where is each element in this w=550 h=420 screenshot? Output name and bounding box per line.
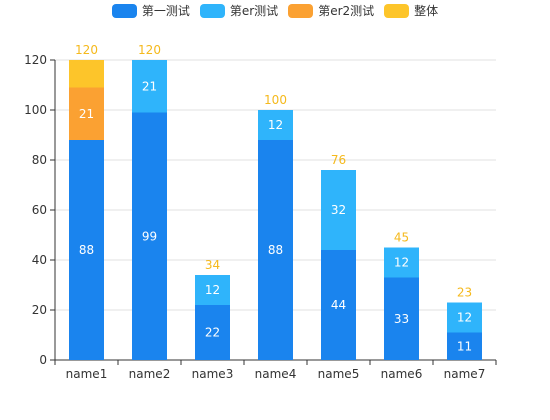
x-tick-label-name4: name4 (255, 367, 297, 381)
legend-swatch-series-4 (384, 4, 410, 18)
y-tick-label-100: 100 (24, 103, 47, 117)
y-tick-label-60: 60 (32, 203, 47, 217)
bar-label-name7-series-2: 12 (457, 311, 472, 325)
total-label-name2: 120 (138, 43, 161, 57)
total-label-name7: 23 (457, 286, 472, 300)
bar-name1-series-3[interactable] (69, 87, 104, 141)
legend-label-series-4: 整体 (414, 4, 439, 18)
bar-name4-series-2[interactable] (258, 110, 293, 140)
x-tick-label-name6: name6 (381, 367, 423, 381)
legend-swatch-series-2 (199, 4, 225, 18)
total-label-name6: 45 (394, 231, 409, 245)
legend-item-series-2[interactable]: 第er测试 (199, 4, 279, 18)
legend-label-series-1: 第一测试 (141, 4, 190, 18)
y-tick-label-120: 120 (24, 53, 47, 67)
bar-name1-series-4[interactable] (69, 60, 104, 88)
bar-label-name5-series-2: 32 (331, 203, 346, 217)
bar-label-name3-series-2: 12 (205, 283, 220, 297)
total-label-name3: 34 (205, 258, 220, 272)
legend-item-series-4[interactable]: 整体 (384, 4, 438, 18)
bar-name2-series-1[interactable] (132, 112, 167, 361)
bar-name5-series-1[interactable] (321, 250, 356, 360)
legend: 第一测试 第er测试 第er2测试 整体 (0, 4, 550, 18)
bar-name7-series-1[interactable] (447, 332, 482, 361)
legend-item-series-3[interactable]: 第er2测试 (288, 4, 374, 18)
y-tick-label-0: 0 (39, 353, 47, 367)
y-tick-label-40: 40 (32, 253, 47, 267)
legend-swatch-series-3 (288, 4, 314, 18)
bar-name4-series-1[interactable] (258, 140, 293, 360)
bar-label-name6-series-2: 12 (394, 256, 409, 270)
bar-label-name1-series-3: 21 (79, 107, 94, 121)
bar-name7-series-2[interactable] (447, 302, 482, 333)
bar-label-name3-series-1: 22 (205, 326, 220, 340)
bar-name1-series-1[interactable] (69, 140, 104, 360)
bar-label-name2-series-1: 99 (142, 229, 157, 243)
total-label-name1: 120 (75, 43, 98, 57)
bar-label-name4-series-1: 88 (268, 243, 283, 257)
total-label-name5: 76 (331, 153, 346, 167)
x-tick-label-name5: name5 (318, 367, 360, 381)
bar-name6-series-2[interactable] (384, 247, 419, 278)
bar-label-name7-series-1: 11 (457, 339, 472, 353)
legend-label-series-2: 第er测试 (229, 4, 279, 18)
x-tick-label-name3: name3 (192, 367, 234, 381)
bar-name3-series-2[interactable] (195, 275, 230, 305)
bar-label-name5-series-1: 44 (331, 298, 346, 312)
legend-item-series-1[interactable]: 第一测试 (111, 4, 190, 18)
legend-swatch-series-1 (111, 4, 137, 18)
bar-label-name4-series-2: 12 (268, 118, 283, 132)
total-label-name4: 100 (264, 93, 287, 107)
y-tick-label-20: 20 (32, 303, 47, 317)
bar-label-name1-series-1: 88 (79, 243, 94, 257)
bar-name5-series-2[interactable] (321, 170, 356, 250)
bar-name3-series-1[interactable] (195, 305, 230, 360)
bar-label-name2-series-2: 21 (142, 79, 157, 93)
bar-label-name6-series-1: 33 (394, 312, 409, 326)
bar-name2-series-2[interactable] (132, 60, 167, 113)
legend-label-series-3: 第er2测试 (318, 4, 375, 18)
x-tick-label-name2: name2 (129, 367, 171, 381)
bar-name6-series-1[interactable] (384, 277, 419, 361)
x-tick-label-name1: name1 (66, 367, 108, 381)
y-tick-label-80: 80 (32, 153, 47, 167)
x-tick-label-name7: name7 (444, 367, 486, 381)
